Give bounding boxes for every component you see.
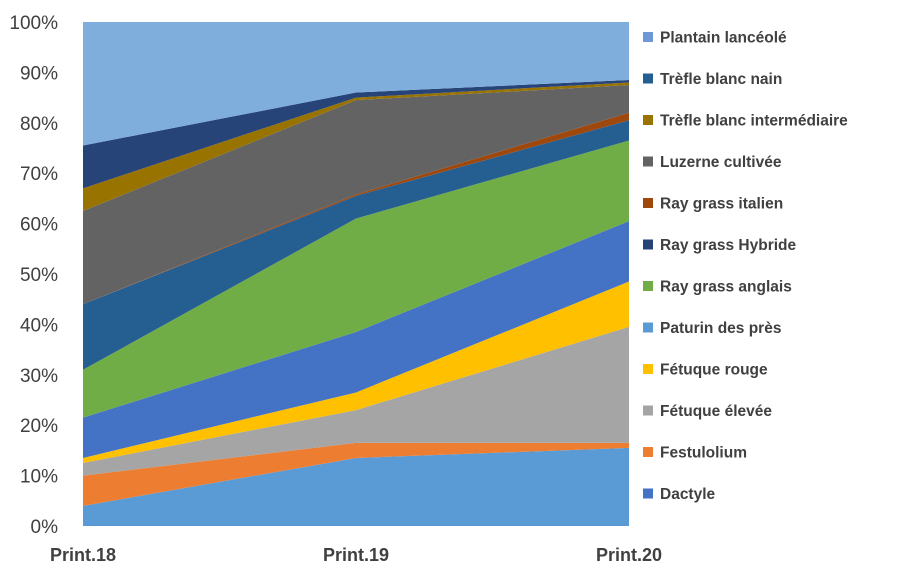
area-dactyle — [83, 221, 629, 458]
legend-swatch — [643, 239, 653, 250]
legend-swatch — [643, 73, 653, 84]
area-trefle-blanc-nain — [83, 120, 629, 370]
area-paturin-des-pres — [83, 447, 629, 526]
area-plantain-lanceole — [83, 22, 629, 146]
legend-label: Luzerne cultivée — [660, 154, 782, 171]
area-ray-grass-hybride — [83, 79, 629, 189]
y-tick-label: 50% — [20, 265, 58, 286]
legend-label: Ray grass Hybride — [660, 237, 796, 254]
legend-swatch — [643, 115, 653, 125]
legend-label: Paturin des près — [660, 320, 781, 337]
legend-swatch — [643, 198, 653, 208]
x-tick-label: Print.19 — [323, 545, 389, 565]
x-axis: Print.18 Print.19 Print.20 — [50, 545, 662, 565]
legend-label: Ray grass anglais — [660, 279, 792, 296]
y-tick-label: 90% — [20, 63, 58, 84]
legend-label: Fétuque rouge — [660, 362, 768, 379]
x-tick-label: Print.20 — [596, 545, 662, 565]
legend-label: Trèfle blanc intermédiaire — [660, 113, 848, 130]
area-ray-grass-anglais — [83, 140, 629, 418]
x-tick-label: Print.18 — [50, 545, 116, 565]
legend-label: Dactyle — [660, 486, 716, 503]
legend-swatch — [643, 322, 653, 333]
legend-label: Ray grass italien — [660, 196, 783, 213]
area-fetuque-elevee — [83, 326, 629, 476]
y-tick-label: 100% — [9, 13, 58, 34]
legend-swatch — [643, 32, 653, 42]
y-tick-label: 10% — [20, 467, 58, 488]
y-tick-label: 60% — [20, 215, 58, 236]
legend-swatch — [643, 364, 653, 374]
legend-label: Festulolium — [660, 445, 747, 462]
legend-swatch — [643, 447, 653, 457]
area-ray-grass-italien — [83, 112, 629, 305]
y-axis: 0% 10% 20% 30% 40% 50% 60% 70% 80% 90% 100% — [9, 13, 58, 538]
y-tick-label: 0% — [31, 517, 59, 538]
legend-swatch — [643, 488, 653, 499]
legend-label: Trèfle blanc nain — [660, 71, 782, 88]
plot-area — [83, 22, 629, 526]
legend-label: Fétuque élevée — [660, 403, 772, 420]
area-luzerne-cultivee — [83, 85, 629, 305]
y-tick-label: 30% — [20, 366, 58, 387]
legend-swatch — [643, 405, 653, 416]
legend-label: Plantain lancéolé — [660, 30, 787, 47]
y-tick-label: 20% — [20, 416, 58, 437]
legend-swatch — [643, 281, 653, 291]
legend: Plantain lancéolé Trèfle blanc nain Trèfle… — [643, 30, 848, 503]
y-tick-label: 80% — [20, 114, 58, 135]
y-tick-label: 40% — [20, 315, 58, 336]
legend-swatch — [643, 156, 653, 167]
area-festulolium — [83, 442, 629, 506]
y-tick-label: 70% — [20, 164, 58, 185]
